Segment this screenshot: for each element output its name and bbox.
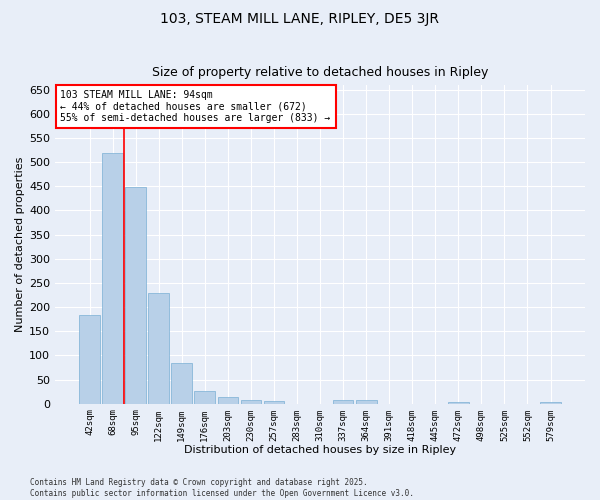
- Bar: [172, 362, 192, 404]
- Bar: [102, 153, 123, 404]
- Bar: [333, 400, 353, 404]
- Text: 103 STEAM MILL LANE: 94sqm
← 44% of detached houses are smaller (672)
55% of sem: 103 STEAM MILL LANE: 94sqm ← 44% of deta…: [61, 90, 331, 123]
- Bar: [448, 402, 469, 404]
- Y-axis label: Number of detached properties: Number of detached properties: [15, 156, 25, 332]
- Bar: [79, 316, 100, 404]
- Bar: [148, 292, 169, 404]
- Bar: [540, 402, 561, 404]
- Text: 103, STEAM MILL LANE, RIPLEY, DE5 3JR: 103, STEAM MILL LANE, RIPLEY, DE5 3JR: [161, 12, 439, 26]
- X-axis label: Distribution of detached houses by size in Ripley: Distribution of detached houses by size …: [184, 445, 456, 455]
- Bar: [263, 402, 284, 404]
- Bar: [218, 397, 238, 404]
- Bar: [356, 400, 377, 404]
- Bar: [194, 390, 215, 404]
- Bar: [241, 400, 262, 404]
- Title: Size of property relative to detached houses in Ripley: Size of property relative to detached ho…: [152, 66, 488, 80]
- Bar: [125, 187, 146, 404]
- Text: Contains HM Land Registry data © Crown copyright and database right 2025.
Contai: Contains HM Land Registry data © Crown c…: [30, 478, 414, 498]
